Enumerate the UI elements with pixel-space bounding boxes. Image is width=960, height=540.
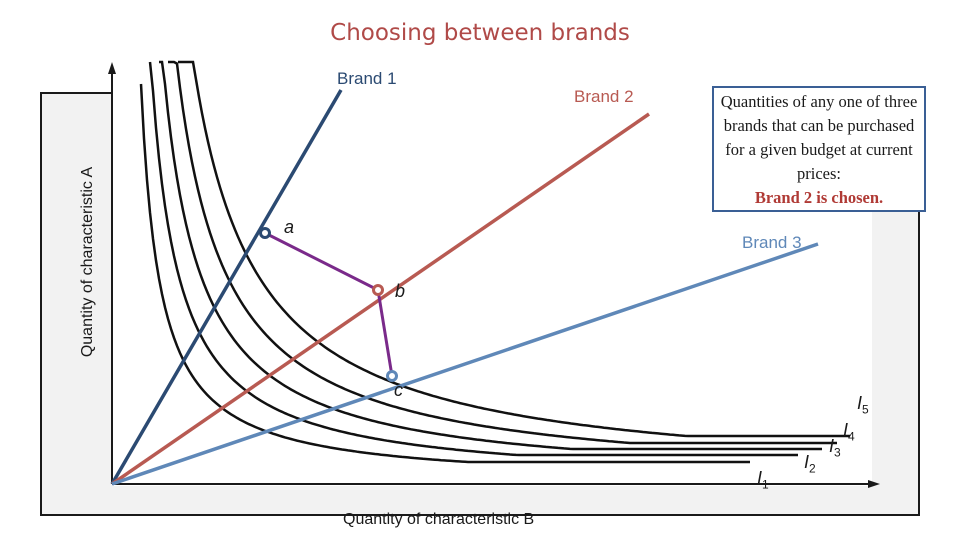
curve-label-i4: I4 xyxy=(843,420,855,444)
brand-1-label: Brand 1 xyxy=(337,69,397,88)
point-a-marker xyxy=(259,227,271,239)
point-b-label: b xyxy=(395,281,406,301)
point-c-label: c xyxy=(394,380,403,400)
point-a-label: a xyxy=(284,217,295,237)
x-axis-label: Quantity of characteristic B xyxy=(343,511,535,528)
brand-2-label: Brand 2 xyxy=(574,87,634,106)
curve-label-i3: I3 xyxy=(829,436,841,460)
point-c-marker xyxy=(386,370,398,382)
brand-3-label: Brand 3 xyxy=(742,233,802,252)
diagram-title: Choosing between brands xyxy=(330,20,630,46)
indifference-curve-i1 xyxy=(139,83,750,464)
callout-note: Quantities of any one of three brands th… xyxy=(712,86,926,212)
indifference-curve-i4 xyxy=(168,60,837,445)
brand-1-ray xyxy=(110,89,343,485)
curve-label-i5: I5 xyxy=(857,393,869,417)
curve-label-i1: I1 xyxy=(757,468,769,492)
y-axis-label: Quantity of characteristic A xyxy=(79,166,96,358)
indifference-curve-i2 xyxy=(148,61,798,457)
brand-3-ray xyxy=(111,242,819,486)
curve-label-i2: I2 xyxy=(804,452,816,476)
x-axis-arrowhead xyxy=(868,480,880,488)
y-axis-arrowhead xyxy=(108,62,116,74)
indifference-curve-i5 xyxy=(178,60,850,438)
callout-emphasis: Brand 2 is chosen. xyxy=(754,188,884,207)
point-b-marker xyxy=(372,284,384,296)
callout-text: Quantities of any one of three brands th… xyxy=(720,92,918,183)
